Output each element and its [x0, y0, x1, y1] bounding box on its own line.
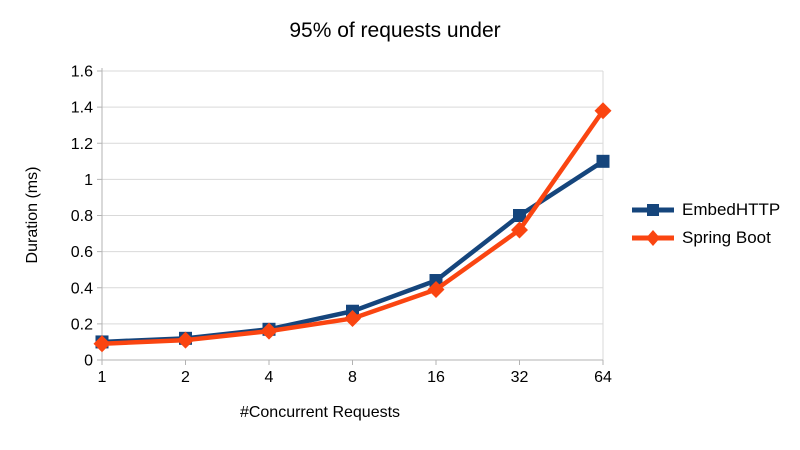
x-tick-label: 32	[511, 369, 529, 386]
legend-label-embedhttp: EmbedHTTP	[682, 199, 781, 219]
legend: EmbedHTTP Spring Boot	[630, 199, 780, 248]
series-embedhttp-marker	[596, 154, 610, 168]
x-tick-label: 2	[181, 369, 190, 386]
springboot-series-marker-icon	[632, 229, 674, 246]
x-tick-label: 64	[594, 369, 612, 386]
series-spring-boot-marker	[344, 309, 361, 327]
series-embedhttp-marker	[513, 209, 526, 222]
series-spring-boot-marker	[177, 331, 194, 349]
y-tick-label: 0.6	[71, 244, 93, 261]
series-spring-boot-marker	[260, 322, 278, 340]
series-spring-boot-marker	[427, 281, 445, 299]
y-tick-label: 0.2	[71, 316, 93, 333]
embedhttp-series-marker-icon	[632, 203, 674, 216]
y-tick-label: 1.2	[71, 136, 93, 153]
y-tick-label: 1.6	[71, 64, 93, 81]
y-tick-label: 1	[84, 172, 93, 189]
y-tick-label: 0.4	[71, 280, 93, 297]
series-spring-boot-marker	[594, 102, 612, 120]
y-tick-label: 0	[84, 353, 93, 370]
legend-square-marker	[647, 203, 659, 216]
y-axis-title: Duration (ms)	[24, 166, 41, 264]
x-axis-title: #Concurrent Requests	[239, 404, 401, 421]
x-tick-label: 1	[98, 369, 107, 386]
y-tick-label: 1.4	[71, 100, 93, 117]
series-spring-boot-marker	[511, 221, 528, 239]
legend-diamond-marker	[646, 229, 660, 246]
x-tick-label: 8	[348, 369, 357, 386]
legend-item-embedhttp: EmbedHTTP	[630, 199, 780, 220]
x-tick-label: 4	[265, 369, 274, 386]
chart-title: 95% of requests under	[289, 19, 501, 42]
y-tick-label: 0.8	[71, 208, 93, 225]
x-tick-label: 16	[427, 369, 445, 386]
legend-label-springboot: Spring Boot	[682, 227, 771, 247]
series-embedhttp-marker	[429, 274, 443, 288]
legend-item-springboot: Spring Boot	[630, 227, 780, 248]
series-spring-boot-marker	[93, 335, 111, 353]
